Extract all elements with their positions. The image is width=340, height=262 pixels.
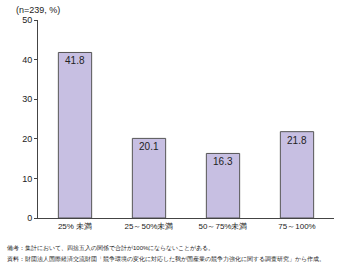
- svg-text:50～75%未満: 50～75%未満: [199, 222, 248, 231]
- svg-text:21.8: 21.8: [287, 135, 307, 146]
- svg-text:40: 40: [22, 55, 32, 65]
- svg-text:0: 0: [27, 213, 32, 223]
- svg-text:25% 未満: 25% 未満: [58, 222, 92, 231]
- svg-text:20: 20: [22, 134, 32, 144]
- svg-text:41.8: 41.8: [65, 55, 85, 66]
- svg-text:(n=239, %): (n=239, %): [16, 5, 60, 15]
- svg-text:資料：財団法人国際経済交流財団「競争環境の変化に対応した我が: 資料：財団法人国際経済交流財団「競争環境の変化に対応した我が国産業の競争力強化に…: [7, 255, 325, 262]
- svg-text:50: 50: [22, 15, 32, 25]
- svg-text:16.3: 16.3: [213, 156, 233, 167]
- svg-text:20.1: 20.1: [139, 141, 159, 152]
- svg-text:備考：集計において、四捨五入の関係で合計が100%にならない: 備考：集計において、四捨五入の関係で合計が100%にならないことがある。: [7, 245, 214, 252]
- svg-text:30: 30: [22, 94, 32, 104]
- svg-text:25～50%未満: 25～50%未満: [125, 222, 174, 231]
- svg-text:10: 10: [22, 174, 32, 184]
- svg-text:75～100%: 75～100%: [278, 222, 315, 231]
